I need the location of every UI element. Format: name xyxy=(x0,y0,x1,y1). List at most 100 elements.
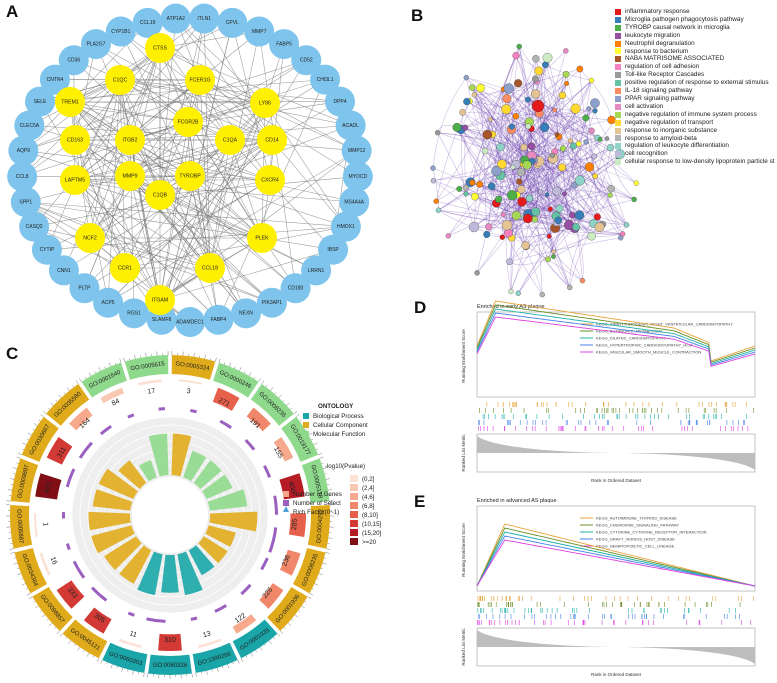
gsea-es-panel xyxy=(476,311,756,398)
gene-count-label: 13 xyxy=(202,630,212,639)
select-count-bar xyxy=(190,408,197,414)
enrichment-node xyxy=(574,175,585,186)
enrichment-node xyxy=(525,123,532,130)
legend-swatch xyxy=(615,16,621,23)
svg-text:CASQ2: CASQ2 xyxy=(26,224,43,230)
svg-text:CXCR4: CXCR4 xyxy=(261,177,279,183)
legend-label: regulation of cell adhesion xyxy=(625,63,700,71)
gene-count-label: 11 xyxy=(129,630,138,639)
peripheral-gene-node: FABP5 xyxy=(269,29,300,60)
select-count-bar xyxy=(99,424,112,436)
peripheral-gene-node: AQP9 xyxy=(8,135,39,166)
gene-count-bar xyxy=(33,513,38,537)
select-count-bar xyxy=(219,419,232,430)
peripheral-gene-node: ATP1A2 xyxy=(160,3,191,34)
peripheral-gene-node: CD180 xyxy=(280,273,311,304)
gene-count-label: 421 xyxy=(44,481,53,494)
gsea-legend-label: KEGG_VASCULAR_SMOOTH_MUSCLE_CONTRACTION xyxy=(596,350,701,355)
legend-item: response to bacterium xyxy=(615,48,775,56)
svg-text:CD52: CD52 xyxy=(300,58,313,64)
rich-factor-bar xyxy=(205,525,236,547)
legend-label: response to amyloid-beta xyxy=(625,134,697,142)
enrichment-node xyxy=(491,166,502,177)
enrichment-node xyxy=(572,223,581,232)
gsea-legend-label: KEGG_CHEMOKINE_SIGNALING_PATHWAY xyxy=(596,523,679,528)
gsea-hit-bars xyxy=(478,402,755,431)
ranked-list-metric xyxy=(477,436,755,470)
peripheral-gene-node: ACP5 xyxy=(93,287,124,318)
enrichment-node xyxy=(623,222,630,228)
svg-text:ACADL: ACADL xyxy=(342,123,359,129)
rich-factor-bar xyxy=(198,536,228,564)
legend-swatch xyxy=(615,8,621,15)
svg-text:PLEK: PLEK xyxy=(255,235,269,241)
peripheral-gene-node: MMP12 xyxy=(341,135,372,166)
bar-type-legend: Number of Genes Number of Select Rich Fact… xyxy=(283,491,342,516)
svg-text:IBSP: IBSP xyxy=(327,247,339,253)
enrichment-node xyxy=(463,191,469,197)
svg-text:CD180: CD180 xyxy=(288,286,304,292)
enrichment-node xyxy=(592,108,598,114)
hub-gene-node: CD14 xyxy=(257,125,287,155)
enrichment-node xyxy=(554,132,560,137)
select-count-bar xyxy=(244,439,256,451)
circos-center xyxy=(132,477,208,553)
gene-count-bar xyxy=(232,614,257,634)
enrichment-node xyxy=(456,186,463,192)
enrichment-node xyxy=(579,277,586,284)
peripheral-gene-node: CCL19 xyxy=(132,7,163,38)
enrichment-node xyxy=(546,233,552,239)
legend-label: PPAR signaling pathway xyxy=(625,94,695,102)
svg-text:SPP1: SPP1 xyxy=(19,199,32,205)
go-term-sector: GO:0004252 285 xyxy=(268,504,330,553)
legend-label: response to bacterium xyxy=(625,47,689,55)
go-term-label: GO:0005887 xyxy=(15,509,24,544)
enrichment-node xyxy=(435,207,442,213)
running-es-curve xyxy=(476,316,756,367)
enrichment-node xyxy=(571,182,578,189)
running-es-curve xyxy=(476,308,756,365)
gsea-legend-label: KEGG_AUTOIMMUNE_THYROID_DISEASE xyxy=(596,516,677,521)
svg-text:CPVL: CPVL xyxy=(226,20,239,26)
hub-gene-node: CTSS xyxy=(145,33,175,63)
enrichment-node xyxy=(435,130,441,136)
svg-text:MS4A4A: MS4A4A xyxy=(344,199,364,205)
pvalue-legend: -log10(Pvalue) (0,2] (2,4] (4,6] (6,8] (8,10]… xyxy=(325,463,382,546)
select-count-bar xyxy=(90,586,108,602)
svg-text:DPP4: DPP4 xyxy=(333,99,346,105)
pvalue-legend-label: (8,10] xyxy=(362,512,378,519)
svg-text:CYP1B1: CYP1B1 xyxy=(111,29,130,35)
gene-count-label: 16 xyxy=(49,556,58,566)
enrichment-node xyxy=(487,182,496,191)
enrichment-node xyxy=(462,184,469,191)
enrichment-node xyxy=(512,113,519,120)
svg-text:CHI3L1: CHI3L1 xyxy=(317,77,334,83)
running-es-curve xyxy=(476,527,756,587)
enrichment-node xyxy=(508,123,515,130)
running-es-curve xyxy=(476,312,756,366)
peripheral-gene-node: ITLN1 xyxy=(189,3,220,34)
gene-count-label: 155 xyxy=(272,446,284,460)
enrichment-node xyxy=(531,216,538,223)
legend-label: positive regulation of response to exter… xyxy=(625,79,769,87)
hub-gene-node: LY86 xyxy=(250,88,280,118)
enrichment-node xyxy=(594,222,605,232)
enrichment-node xyxy=(512,52,520,60)
gene-count-label: 271 xyxy=(217,397,231,408)
svg-text:ADAMDEC1: ADAMDEC1 xyxy=(176,319,204,325)
gsea-rank-ylabel: Ranked List Metric xyxy=(461,628,466,666)
rich-factor-bar xyxy=(88,511,131,531)
enrichment-node xyxy=(462,124,469,131)
enrichment-node xyxy=(532,55,540,63)
enrichment-node xyxy=(591,153,598,160)
enrichment-node xyxy=(544,192,550,197)
hub-gene-node: CCR1 xyxy=(110,253,140,283)
enrichment-node xyxy=(576,65,584,73)
enrichment-node xyxy=(574,210,585,220)
peripheral-gene-node: CYTIP xyxy=(31,234,62,265)
gene-count-bar xyxy=(212,387,240,411)
peripheral-gene-node: CHI3L1 xyxy=(310,64,341,95)
